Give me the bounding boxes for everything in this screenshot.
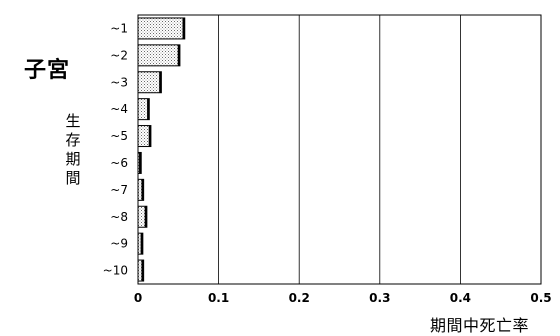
y-axis-label-char: 期 (65, 150, 81, 168)
x-tick-label: 0.2 (289, 291, 310, 305)
x-axis-label: 期間中死亡率 (430, 316, 530, 335)
y-tick-label: ~4 (110, 102, 128, 116)
y-tick-label: ~1 (110, 21, 128, 35)
bars (137, 17, 186, 282)
plot-frame (137, 14, 542, 285)
organ-label: 子宮 (24, 58, 71, 83)
x-tick-label: 0 (134, 291, 142, 305)
bar (137, 44, 181, 67)
y-axis-label-char: 存 (65, 131, 81, 149)
x-tick-label: 0.1 (208, 291, 229, 305)
y-tick-label: ~3 (110, 75, 128, 89)
grid-lines (137, 14, 542, 285)
bar (137, 178, 145, 201)
bar (137, 125, 152, 148)
x-tick-label: 0.5 (530, 291, 551, 305)
bar (137, 232, 144, 255)
bar (137, 98, 150, 121)
y-tick-label: ~5 (110, 129, 128, 143)
y-tick-label: ~2 (110, 48, 128, 62)
bar (137, 17, 186, 40)
y-axis-label-char: 間 (65, 169, 81, 187)
bar (137, 205, 148, 228)
y-tick-label: ~10 (103, 264, 128, 278)
y-tick-label: ~8 (110, 210, 128, 224)
y-tick-label: ~6 (110, 156, 128, 170)
bar (137, 71, 162, 94)
y-tick-label: ~9 (110, 237, 128, 251)
tick-labels: 0 0.1 0.2 0.3 0.4 0.5 ~1 ~2 ~3 ~4 ~5 ~6 ~7 ~8 ~9 ~10 (103, 21, 552, 305)
bar (137, 259, 145, 282)
x-tick-label: 0.4 (450, 291, 471, 305)
y-axis-label: 生 存 期 間 (64, 112, 82, 188)
y-axis-label-char: 生 (65, 112, 81, 130)
y-tick-label: ~7 (110, 183, 128, 197)
x-tick-label: 0.3 (369, 291, 390, 305)
